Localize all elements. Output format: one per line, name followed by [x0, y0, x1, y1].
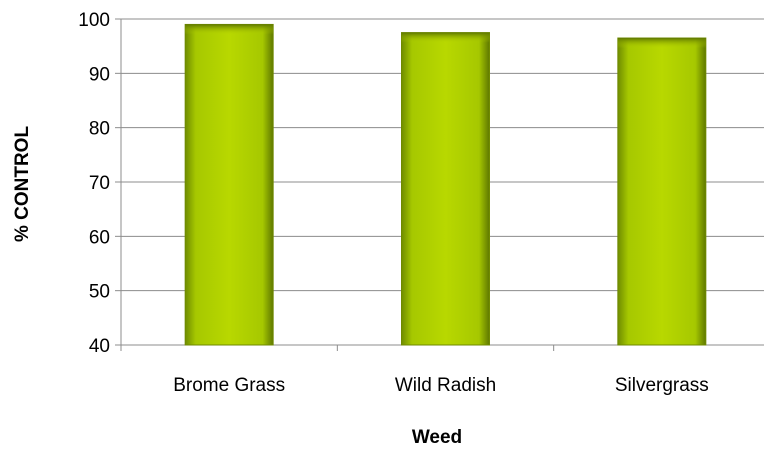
bar — [617, 37, 707, 346]
y-tick-label: 50 — [89, 282, 110, 303]
y-tick-label: 100 — [78, 10, 110, 31]
y-tick-label: 90 — [89, 64, 110, 85]
x-tick-label: Wild Radish — [395, 375, 496, 396]
y-tick-label: 60 — [89, 227, 110, 248]
labels: 40 50 60 70 80 90 100 Brome Grass Wild Radish Sil… — [78, 10, 709, 396]
bar — [184, 23, 274, 346]
bar-top-shade — [401, 32, 490, 43]
x-tick-label: Brome Grass — [173, 375, 285, 396]
bar — [401, 32, 490, 346]
bars — [184, 23, 707, 346]
x-axis-title: Weed — [412, 427, 462, 448]
bar-top-shade — [185, 24, 274, 35]
y-tick-label: 80 — [89, 119, 110, 140]
x-tick-label: Silvergrass — [615, 375, 709, 396]
y-tick-label: 40 — [89, 336, 110, 357]
y-axis-title: % CONTROL — [12, 126, 33, 243]
bar-top-shade — [617, 38, 706, 49]
y-tick-label: 70 — [89, 173, 110, 194]
